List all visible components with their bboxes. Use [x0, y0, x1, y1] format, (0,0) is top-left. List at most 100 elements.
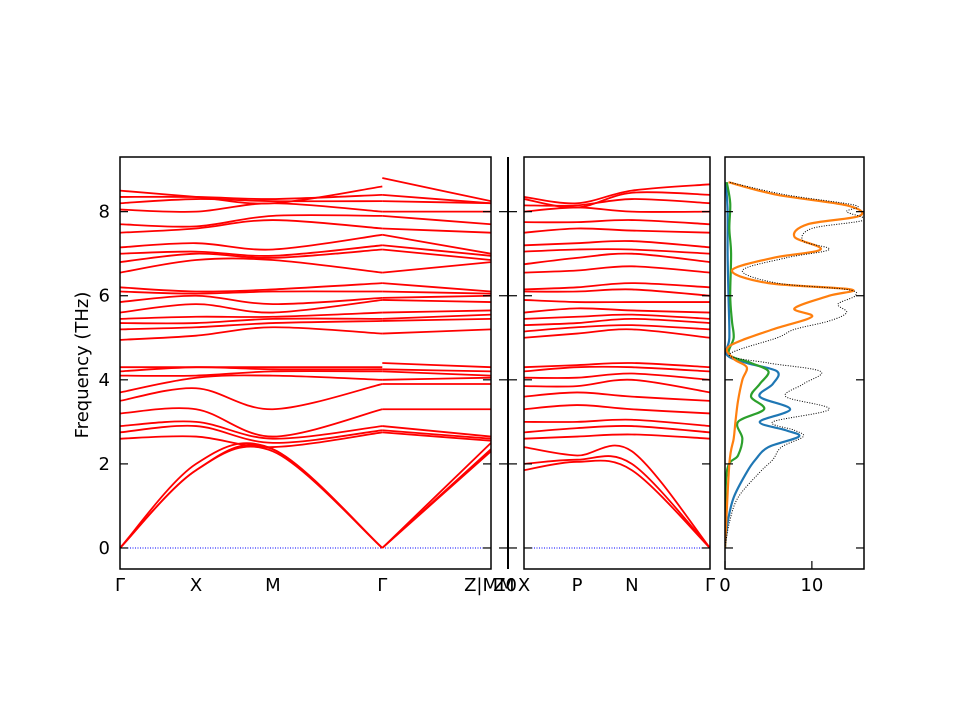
phonon-band	[382, 177, 491, 203]
plot-area	[120, 177, 491, 549]
phonon-band	[382, 328, 491, 335]
phonon-band	[120, 233, 383, 251]
phonon-band	[524, 183, 710, 205]
phonon-band	[120, 219, 383, 234]
phonon-band	[120, 420, 383, 440]
y-tick-label: 4	[99, 370, 110, 391]
phonon-band	[120, 282, 383, 293]
y-tick-label: 8	[99, 202, 110, 223]
band-structure-panel-gap: Z0M	[493, 157, 517, 596]
phonon-band	[524, 362, 710, 369]
dos-total-curve	[725, 181, 864, 549]
phonon-band	[524, 324, 710, 333]
x-tick-label: X	[190, 575, 202, 596]
phonon-band	[120, 445, 383, 549]
phonon-band	[382, 368, 491, 373]
phonon-band	[382, 233, 491, 255]
phonon-band	[120, 424, 383, 444]
axes-frame	[523, 156, 711, 570]
plot-area	[524, 183, 710, 549]
phonon-band	[524, 299, 710, 304]
phonon-band	[120, 370, 383, 377]
phonon-band	[524, 372, 710, 381]
phonon-band	[382, 261, 491, 274]
x-tick-label: N	[625, 575, 638, 596]
phonon-band	[120, 299, 383, 314]
phonon-band	[524, 459, 710, 549]
phonon-band	[524, 425, 710, 434]
phonon-band	[524, 248, 710, 255]
phonon-band	[120, 244, 383, 257]
x-tick-label: Γ	[377, 575, 387, 596]
phonon-band	[120, 366, 383, 373]
phonon-band	[524, 455, 710, 549]
phonon-band	[524, 433, 710, 440]
phonon-band	[524, 198, 710, 207]
y-tick-label: 0	[99, 538, 110, 559]
x-tick-label: M	[265, 575, 281, 596]
phonon-band	[382, 299, 491, 303]
y-axis-label: Frequency (THz)	[72, 292, 93, 439]
y-tick-label: 6	[99, 286, 110, 307]
phonon-band	[382, 227, 491, 234]
y-tick-label: 2	[99, 454, 110, 475]
phonon-band	[382, 376, 491, 381]
phonon-band	[524, 282, 710, 291]
phonon-band	[524, 378, 710, 394]
phonon-band	[120, 311, 383, 320]
phonon-band	[120, 326, 383, 341]
phonon-band	[524, 313, 710, 320]
phonon-band	[120, 202, 383, 213]
phonon-band	[382, 370, 491, 377]
phonon-band	[524, 404, 710, 415]
phonon-band	[524, 288, 710, 297]
x-tick-label: P	[572, 575, 583, 596]
phonon-band	[120, 290, 383, 295]
phonon-band	[524, 265, 710, 274]
x-tick-label: Γ	[705, 575, 715, 596]
phonon-band	[382, 193, 491, 205]
phonon-band	[120, 257, 383, 274]
phonon-band	[120, 248, 383, 263]
phonon-band	[524, 240, 710, 249]
dos-panel: 0 10	[719, 156, 865, 596]
phonon-band	[382, 309, 491, 314]
phonon-band	[382, 425, 491, 438]
x-tick-label: Z|M	[464, 575, 498, 596]
phonon-band	[382, 431, 491, 442]
band-structure-panel-left: 0 2 4 6 8 Γ X M Γ Z|M	[99, 156, 498, 596]
phonon-band	[120, 374, 383, 394]
dos-projected-curve	[725, 182, 801, 549]
phonon-band	[382, 429, 491, 440]
phonon-band	[382, 214, 491, 226]
phonon-band	[120, 407, 383, 438]
phonon-band	[524, 219, 710, 226]
phonon-band	[382, 294, 491, 299]
phonon-band	[524, 328, 710, 339]
dos-projected-curve	[725, 182, 770, 549]
phonon-band	[382, 290, 491, 295]
phonon-band	[382, 282, 491, 293]
phonon-band	[120, 320, 383, 331]
phonon-band	[120, 198, 383, 205]
phonon-band	[524, 307, 710, 314]
phonon-band	[524, 365, 710, 373]
plot-area	[725, 181, 864, 549]
dos-projected-curve	[725, 181, 864, 549]
phonon-band	[524, 191, 710, 209]
phonon-band	[524, 444, 710, 549]
phonon-band	[120, 443, 383, 549]
phonon-band	[120, 383, 383, 411]
axes-frame	[119, 156, 492, 570]
phonon-band	[382, 248, 491, 261]
phonon-band	[524, 418, 710, 427]
phonon-band	[382, 317, 491, 322]
phonon-band	[524, 206, 710, 213]
phonon-band	[120, 442, 383, 549]
phonon-band	[120, 431, 383, 448]
phonon-band	[120, 214, 383, 228]
x-tick-label: Γ	[115, 575, 125, 596]
phonon-band	[120, 193, 383, 200]
x-tick-label: 0	[719, 575, 730, 596]
